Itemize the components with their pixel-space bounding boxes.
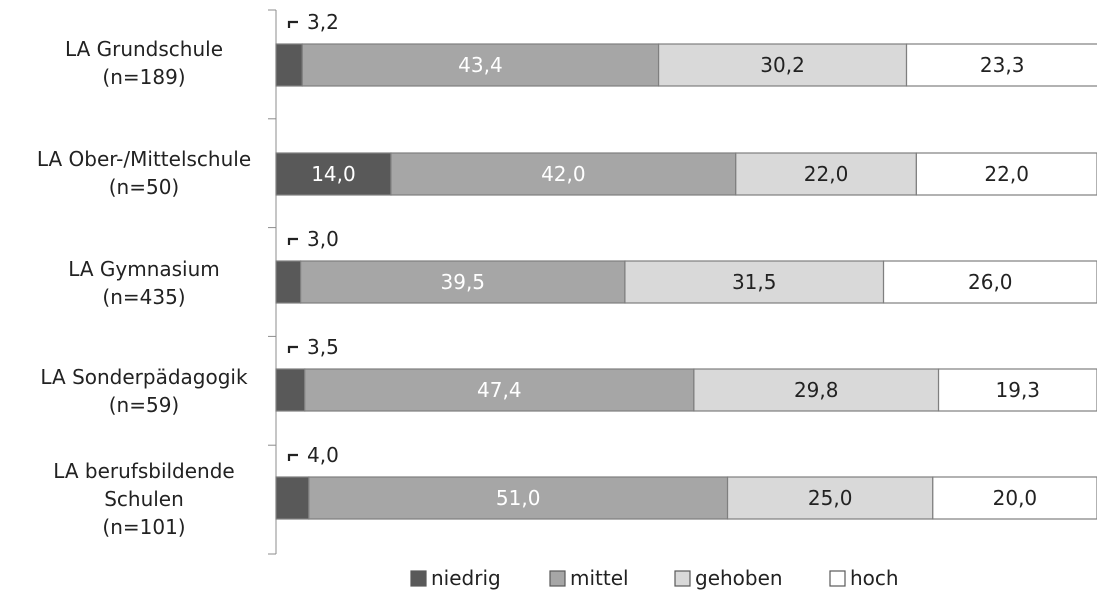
data-label-mittel: 39,5 xyxy=(441,270,486,294)
data-label-niedrig: 3,0 xyxy=(307,227,339,251)
bar-segment-niedrig xyxy=(275,43,303,87)
category-label-line: (n=435) xyxy=(102,285,185,309)
data-label-niedrig: 14,0 xyxy=(311,162,356,186)
data-label-hoch: 23,3 xyxy=(980,53,1025,77)
outside-label-marker xyxy=(287,20,298,28)
data-label-gehoben: 29,8 xyxy=(794,378,839,402)
category-label-line: Schulen xyxy=(104,487,184,511)
legend-swatch-hoch xyxy=(829,570,846,587)
category-label-line: LA Sonderpädagogik xyxy=(40,365,248,389)
category-label-line: (n=50) xyxy=(109,175,180,199)
data-label-hoch: 22,0 xyxy=(984,162,1029,186)
bar-segment-gehoben xyxy=(735,152,917,196)
data-label-hoch: 19,3 xyxy=(996,378,1041,402)
outside-label-marker xyxy=(287,453,298,461)
bar-segment-hoch xyxy=(915,152,1097,196)
data-label-hoch: 20,0 xyxy=(993,486,1038,510)
category-label-line: (n=189) xyxy=(102,65,185,89)
data-label-gehoben: 25,0 xyxy=(808,486,853,510)
category-label-line: LA Grundschule xyxy=(65,37,223,61)
bar-segment-mittel xyxy=(390,152,737,196)
legend-label-niedrig: niedrig xyxy=(431,566,501,590)
data-label-mittel: 43,4 xyxy=(458,53,503,77)
category-label: LA Grundschule (n=189) xyxy=(65,37,223,89)
legend-label-mittel: mittel xyxy=(570,566,629,590)
data-label-hoch: 26,0 xyxy=(968,270,1013,294)
data-label-gehoben: 31,5 xyxy=(732,270,777,294)
category-label-line: (n=59) xyxy=(109,393,180,417)
category-label: LA berufsbildende Schulen (n=101) xyxy=(53,459,234,539)
outside-label-marker xyxy=(287,345,298,353)
category-label: LA Ober-/Mittelschule (n=50) xyxy=(37,147,251,199)
data-label-niedrig: 3,5 xyxy=(307,335,339,359)
legend-label-gehoben: gehoben xyxy=(695,566,783,590)
category-label-line: LA Ober-/Mittelschule xyxy=(37,147,251,171)
bar-segment-gehoben xyxy=(693,368,940,412)
category-label: LA Gymnasium (n=435) xyxy=(68,257,220,309)
data-label-mittel: 51,0 xyxy=(496,486,541,510)
data-label-niedrig: 4,0 xyxy=(307,443,339,467)
bar-segment-hoch xyxy=(905,43,1097,87)
bar-segment-niedrig xyxy=(275,476,310,520)
bar-segment-gehoben xyxy=(624,260,885,304)
data-label-mittel: 47,4 xyxy=(477,378,522,402)
category-label: LA Sonderpädagogik (n=59) xyxy=(40,365,248,417)
bar-segment-hoch xyxy=(937,368,1097,412)
bar-segment-gehoben xyxy=(657,43,908,87)
bar-segment-mittel xyxy=(304,368,695,412)
data-label-mittel: 42,0 xyxy=(541,162,586,186)
bar-segment-mittel xyxy=(308,476,729,520)
category-label-line: (n=101) xyxy=(102,515,185,539)
bar-segment-mittel xyxy=(300,260,626,304)
category-label-line: LA Gymnasium xyxy=(68,257,220,281)
category-label-line: LA berufsbildende xyxy=(53,459,234,483)
bar-segment-niedrig xyxy=(275,368,306,412)
legend-label-hoch: hoch xyxy=(850,566,899,590)
data-label-gehoben: 30,2 xyxy=(760,53,805,77)
legend-swatch-niedrig xyxy=(410,570,427,587)
bar-segment-niedrig xyxy=(275,260,302,304)
data-label-niedrig: 3,2 xyxy=(307,10,339,34)
legend-swatch-mittel xyxy=(549,570,566,587)
bar-segment-hoch xyxy=(882,260,1097,304)
legend-swatch-gehoben xyxy=(674,570,691,587)
bar-segment-mittel xyxy=(301,43,660,87)
outside-label-marker xyxy=(287,237,298,245)
data-label-gehoben: 22,0 xyxy=(804,162,849,186)
